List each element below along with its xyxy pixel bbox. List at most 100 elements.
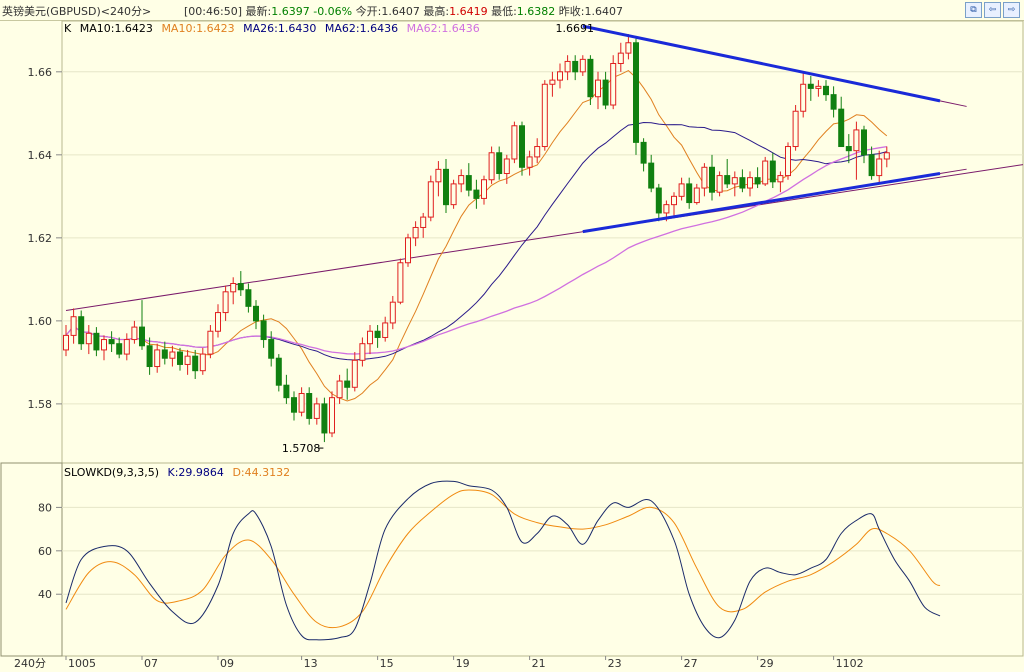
legend-ma62-violet: MA62:1.6436 [407,22,480,35]
latest-label: 最新: [245,5,272,18]
candle-body [511,125,518,160]
back-icon[interactable]: ⇦ [984,2,1001,18]
candle-body [443,168,449,206]
candle-body [807,83,814,89]
candle-body [526,156,533,168]
candle [374,325,381,348]
price-legend: K MA10:1.6423 MA10:1.6423 MA26:1.6430 MA… [64,22,480,35]
candle-body [671,195,677,206]
restore-icon[interactable]: ⧉ [965,2,982,18]
ma62-line [65,145,887,355]
candle [412,221,419,247]
candle-body [458,175,465,185]
kd-grid: 40 60 80 [38,501,1023,601]
candle-body [853,129,860,152]
candle-body [823,85,829,96]
x-axis-label: 1005 [68,657,96,670]
candle [427,175,434,222]
candle [245,283,252,313]
kd-title: SLOWKD(9,3,3,5) [64,466,159,479]
triangle-trendlines [582,24,967,234]
d-line [65,489,941,629]
x-axis-labels: 240分 1005 07 09 13 15 19 21 23 27 29 1102 [14,656,864,670]
candle-body [427,181,434,218]
candle-body [701,166,708,189]
candle-body [154,349,161,368]
candle [215,304,221,338]
candle-body [146,345,153,368]
trendline-upper [582,24,941,103]
candle [169,345,176,367]
candle-body [344,380,351,388]
candle [192,349,199,379]
candle [861,125,867,164]
candle-body [792,110,799,148]
candle [549,71,556,97]
candle-body [260,320,267,341]
open-label: 今开: [355,5,382,18]
candle-body [184,355,191,365]
candle [519,121,525,176]
instrument-title: 英镑美元(GBPUSD)<240分> [2,5,152,18]
candle-body [275,357,282,386]
candle [420,212,427,238]
candle [488,146,495,184]
candle-body [108,339,115,345]
candle [199,347,206,375]
kd-tick-label: 80 [38,501,52,514]
candle [731,171,738,197]
candle [747,171,753,197]
candle-body [693,187,700,204]
high-annotation: 1.6691 [556,22,595,35]
candle-body [397,262,404,303]
candle [450,179,457,209]
candle [671,192,677,218]
candle [443,158,449,213]
candle [739,169,746,193]
candle [564,55,571,81]
candle-body [405,237,411,264]
candle-body [716,175,723,193]
candle [815,80,822,97]
candle [70,308,77,344]
forward-icon[interactable]: ⇨ [1003,2,1020,18]
candle [481,175,487,205]
candle [306,387,313,425]
price-tick-label: 1.58 [28,398,53,411]
candle [724,158,731,189]
candle-body [633,42,639,143]
candle-body [557,71,563,81]
x-axis-label: 09 [220,657,234,670]
candle-body [374,330,381,338]
candle [526,150,533,176]
candle-body [519,125,525,168]
low-annotation: 1.5708 [282,442,321,455]
candle [617,42,624,72]
candle [572,55,579,81]
server-time: [00:46:50] [184,5,242,18]
candle-body [579,58,586,73]
candle [260,314,267,348]
candle [123,333,130,361]
candle [283,374,290,404]
candle-body [192,355,199,372]
candle [321,397,328,443]
legend-ma10-black: MA10:1.6423 [80,22,153,35]
candle [579,55,586,76]
candle [845,134,852,164]
candle-body [245,289,252,307]
candle-body [724,175,731,185]
candle [754,167,761,189]
candle-body [222,291,229,314]
high-value: 1.6419 [449,5,488,18]
ma10-line [65,70,888,402]
k-line [65,480,941,641]
candle-body [800,83,807,112]
x-axis-label: 1102 [836,657,864,670]
low-value: 1.6382 [516,5,556,18]
candle [336,374,343,404]
candle [876,150,883,184]
candle [792,105,799,151]
candle [101,335,107,361]
candle [511,121,518,164]
